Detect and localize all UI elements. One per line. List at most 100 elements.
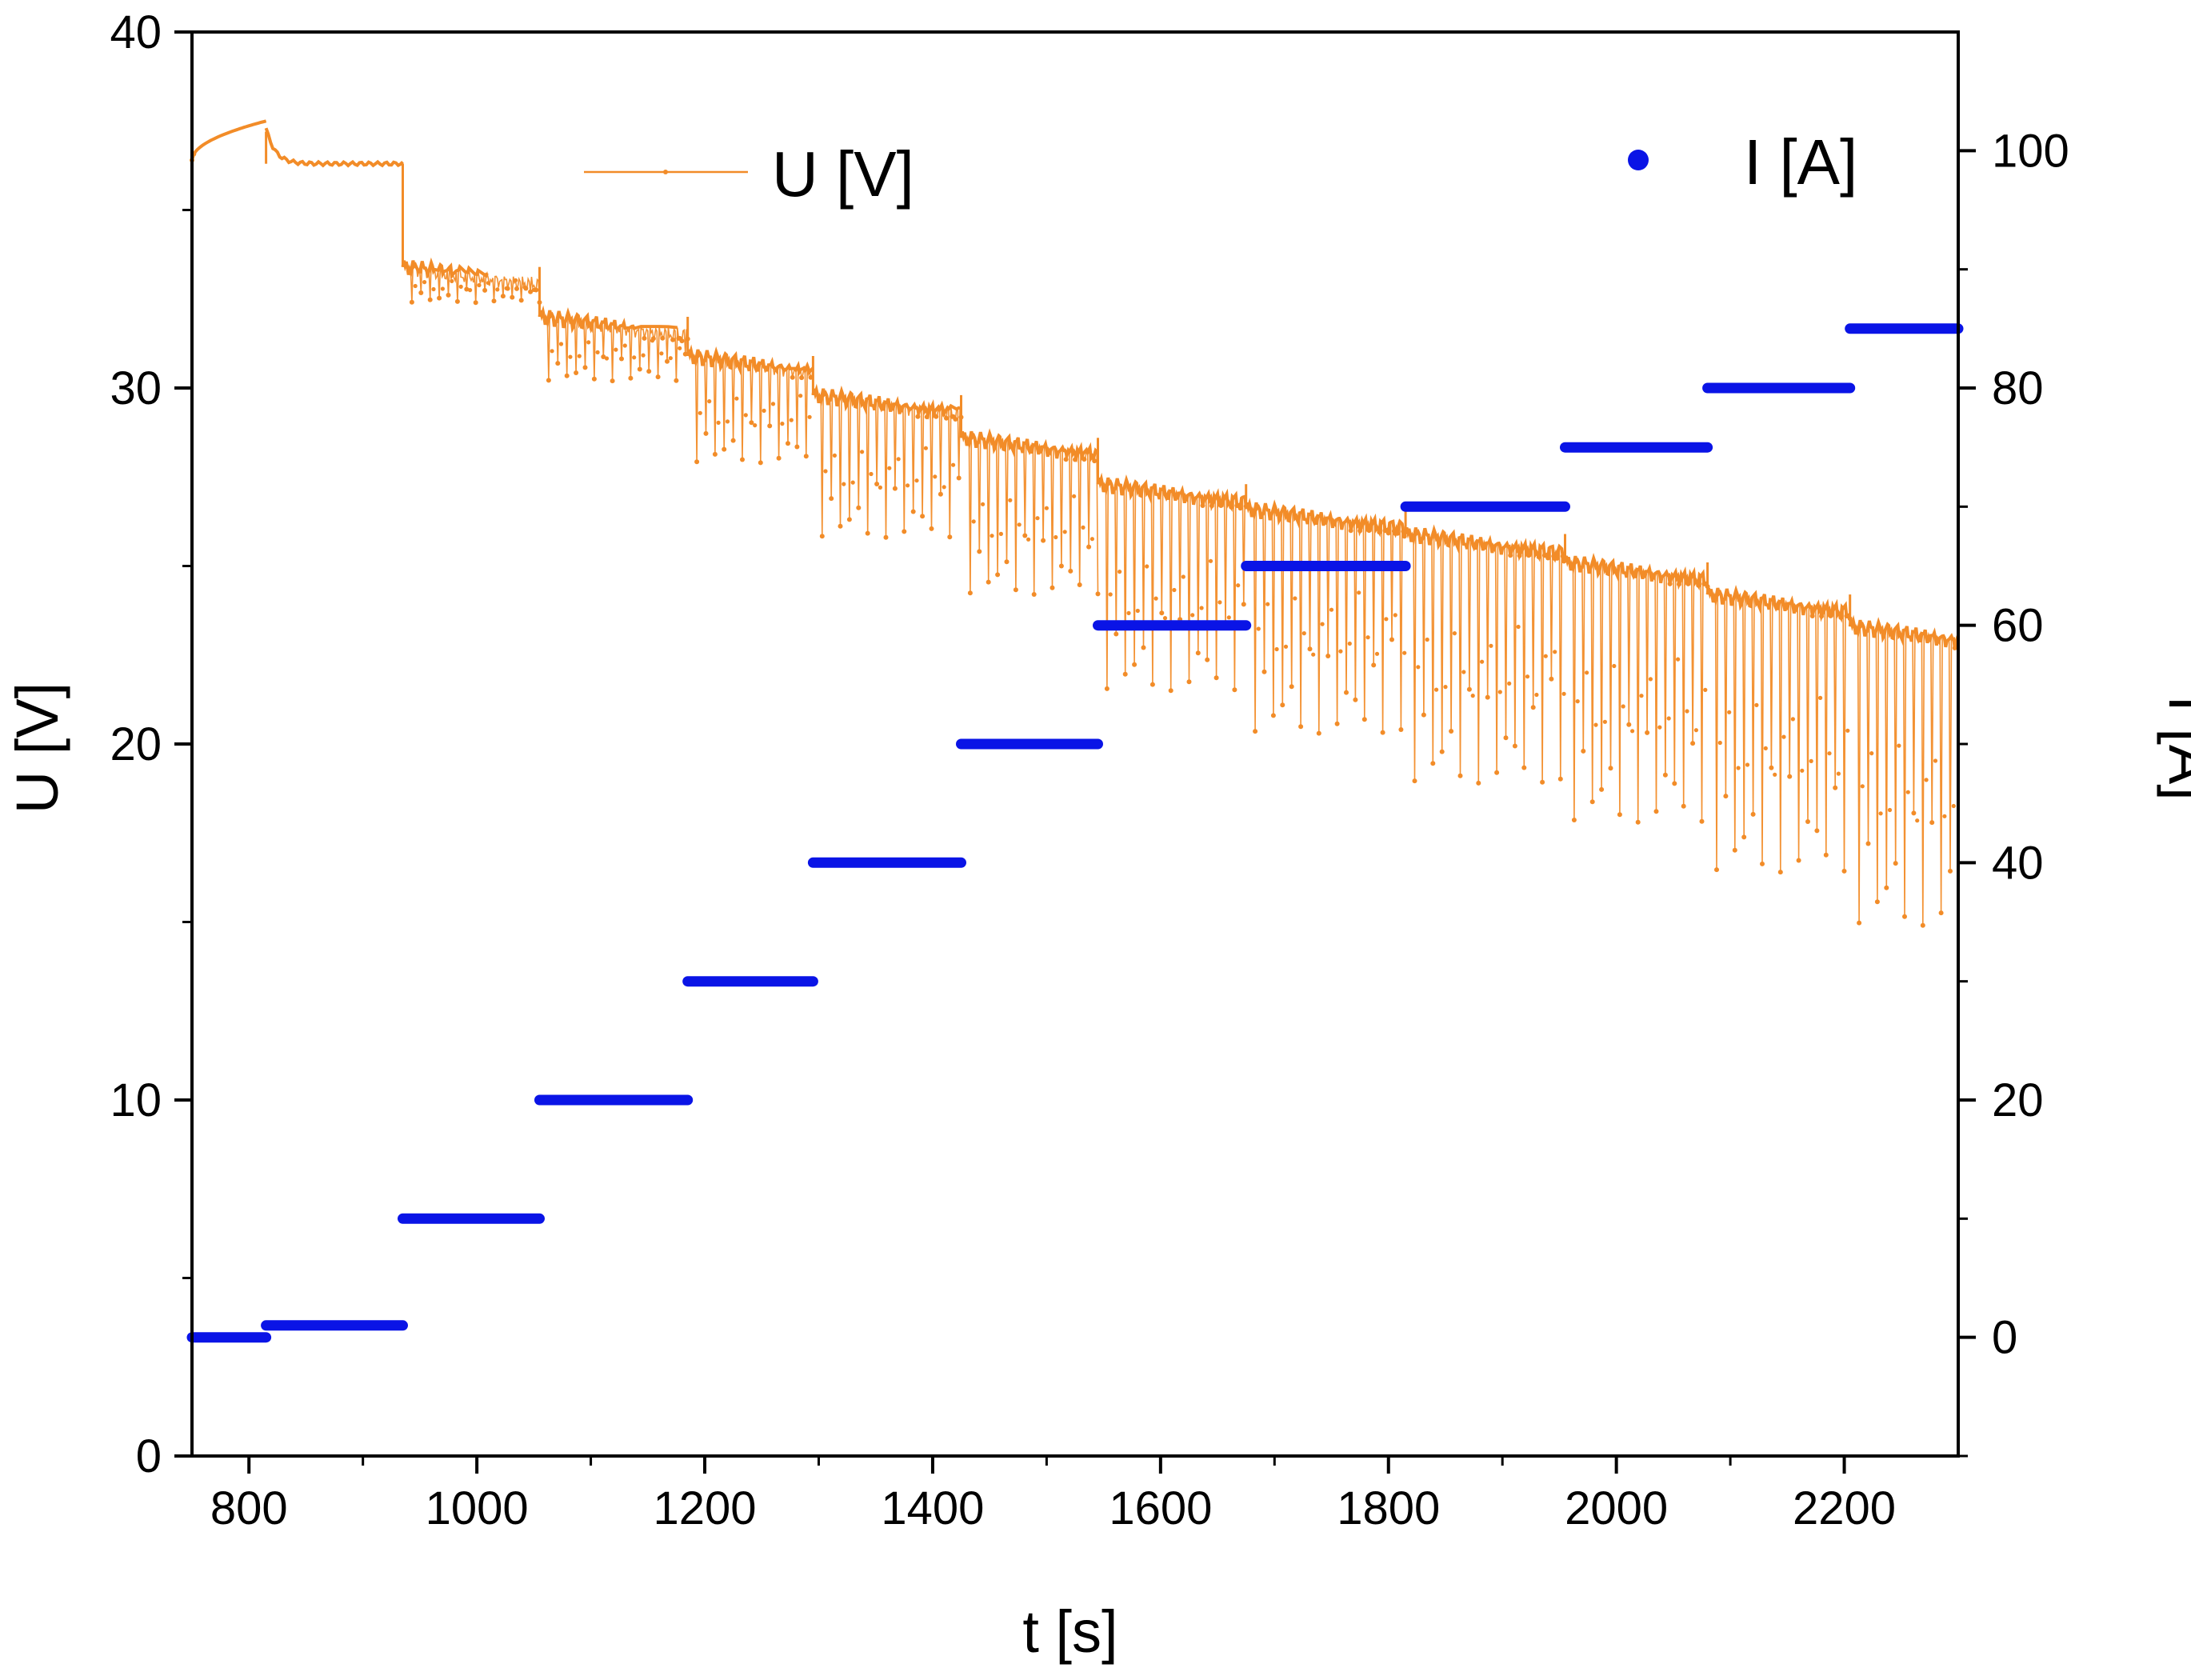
voltage-point [679, 338, 685, 344]
voltage-point [418, 290, 424, 295]
voltage-point [920, 514, 926, 519]
voltage-segment [1404, 524, 1567, 786]
voltage-point [1377, 530, 1382, 535]
voltage-point [1307, 646, 1313, 652]
voltage-point [595, 350, 600, 354]
voltage-point [1195, 650, 1201, 656]
voltage-plateau [538, 305, 678, 334]
voltage-point [614, 347, 618, 352]
voltage-point [1017, 522, 1022, 527]
voltage-point [1402, 650, 1407, 655]
voltage-point [790, 374, 795, 380]
voltage-point [650, 336, 656, 342]
voltage-point [659, 351, 664, 356]
voltage-point [1073, 457, 1078, 462]
y-right-tick-label: 100 [1992, 125, 2069, 177]
voltage-point [1353, 697, 1358, 702]
voltage-point [646, 369, 652, 374]
voltage-point [674, 378, 679, 383]
voltage-point [670, 337, 676, 342]
voltage-point [660, 335, 666, 341]
voltage-point [505, 286, 510, 291]
voltage-point [1095, 591, 1101, 597]
voltage-point [883, 534, 889, 540]
voltage-point [1545, 555, 1551, 561]
voltage-point [1449, 729, 1454, 734]
voltage-point [1516, 624, 1521, 630]
voltage-series [190, 119, 1960, 928]
legend-voltage-label: U [V] [772, 138, 914, 210]
voltage-point [1667, 581, 1673, 586]
voltage-point [1676, 657, 1681, 662]
voltage-point [767, 423, 773, 429]
voltage-point [1666, 716, 1671, 721]
voltage-point [1172, 587, 1177, 593]
voltage-point [915, 414, 921, 419]
voltage-point [869, 471, 874, 477]
voltage-point [860, 450, 865, 454]
voltage-point [823, 469, 828, 474]
voltage-point [878, 485, 882, 490]
voltage-point [610, 378, 615, 384]
voltage-point [1241, 602, 1246, 607]
voltage-point [1452, 631, 1457, 636]
voltage-point [582, 365, 588, 370]
voltage-point [1325, 654, 1331, 658]
voltage-point [586, 340, 591, 345]
voltage-point [641, 353, 646, 358]
voltage-point [1122, 671, 1128, 677]
voltage-segment [1244, 498, 1408, 736]
voltage-point [1380, 730, 1385, 735]
voltage-point [923, 446, 928, 450]
legend: U [V] I [A] [584, 126, 1857, 210]
voltage-point [1316, 730, 1321, 736]
voltage-plateau [264, 127, 404, 168]
voltage-point [1887, 807, 1893, 813]
voltage-point [1480, 659, 1485, 664]
voltage-point [1938, 910, 1944, 916]
voltage-point [1581, 748, 1586, 754]
voltage-line [1564, 555, 1709, 822]
voltage-point [1494, 770, 1500, 775]
voltage-point [491, 298, 497, 304]
voltage-point [1741, 834, 1747, 840]
voltage-point [1497, 690, 1502, 694]
voltage-point [1526, 553, 1531, 558]
voltage-point [722, 446, 727, 452]
voltage-plateau [959, 428, 1098, 464]
voltage-point [944, 415, 949, 421]
voltage-point [1470, 694, 1475, 698]
voltage-point [1357, 528, 1363, 534]
voltage-point [1439, 749, 1445, 754]
voltage-point [518, 298, 524, 303]
voltage-point [1132, 662, 1137, 667]
voltage-point [550, 349, 554, 354]
voltage-point [990, 534, 994, 538]
voltage-point [1090, 537, 1094, 542]
voltage-point [1727, 710, 1732, 714]
voltage-plateau [1705, 584, 1852, 623]
voltage-point [514, 286, 519, 291]
voltage-plateau [1848, 614, 1960, 649]
voltage-point [1681, 803, 1686, 809]
voltage-point [668, 356, 673, 361]
voltage-point [1022, 533, 1028, 538]
voltage-point [1787, 774, 1793, 779]
voltage-point [1809, 614, 1815, 618]
voltage-point [1549, 676, 1554, 682]
voltage-point [1256, 626, 1261, 631]
voltage-point [1948, 868, 1953, 874]
voltage-point [1717, 740, 1722, 746]
voltage-point [1293, 596, 1297, 601]
voltage-point [798, 394, 803, 398]
voltage-point [1280, 702, 1285, 708]
voltage-point [1612, 663, 1617, 669]
voltage-point [712, 451, 718, 457]
voltage-point [1311, 652, 1316, 657]
voltage-point [995, 572, 1001, 578]
voltage-point [1814, 828, 1820, 834]
y-left-tick-label: 40 [110, 6, 162, 58]
voltage-point [1745, 762, 1750, 767]
voltage-point [568, 354, 573, 359]
voltage-point [1054, 534, 1058, 540]
